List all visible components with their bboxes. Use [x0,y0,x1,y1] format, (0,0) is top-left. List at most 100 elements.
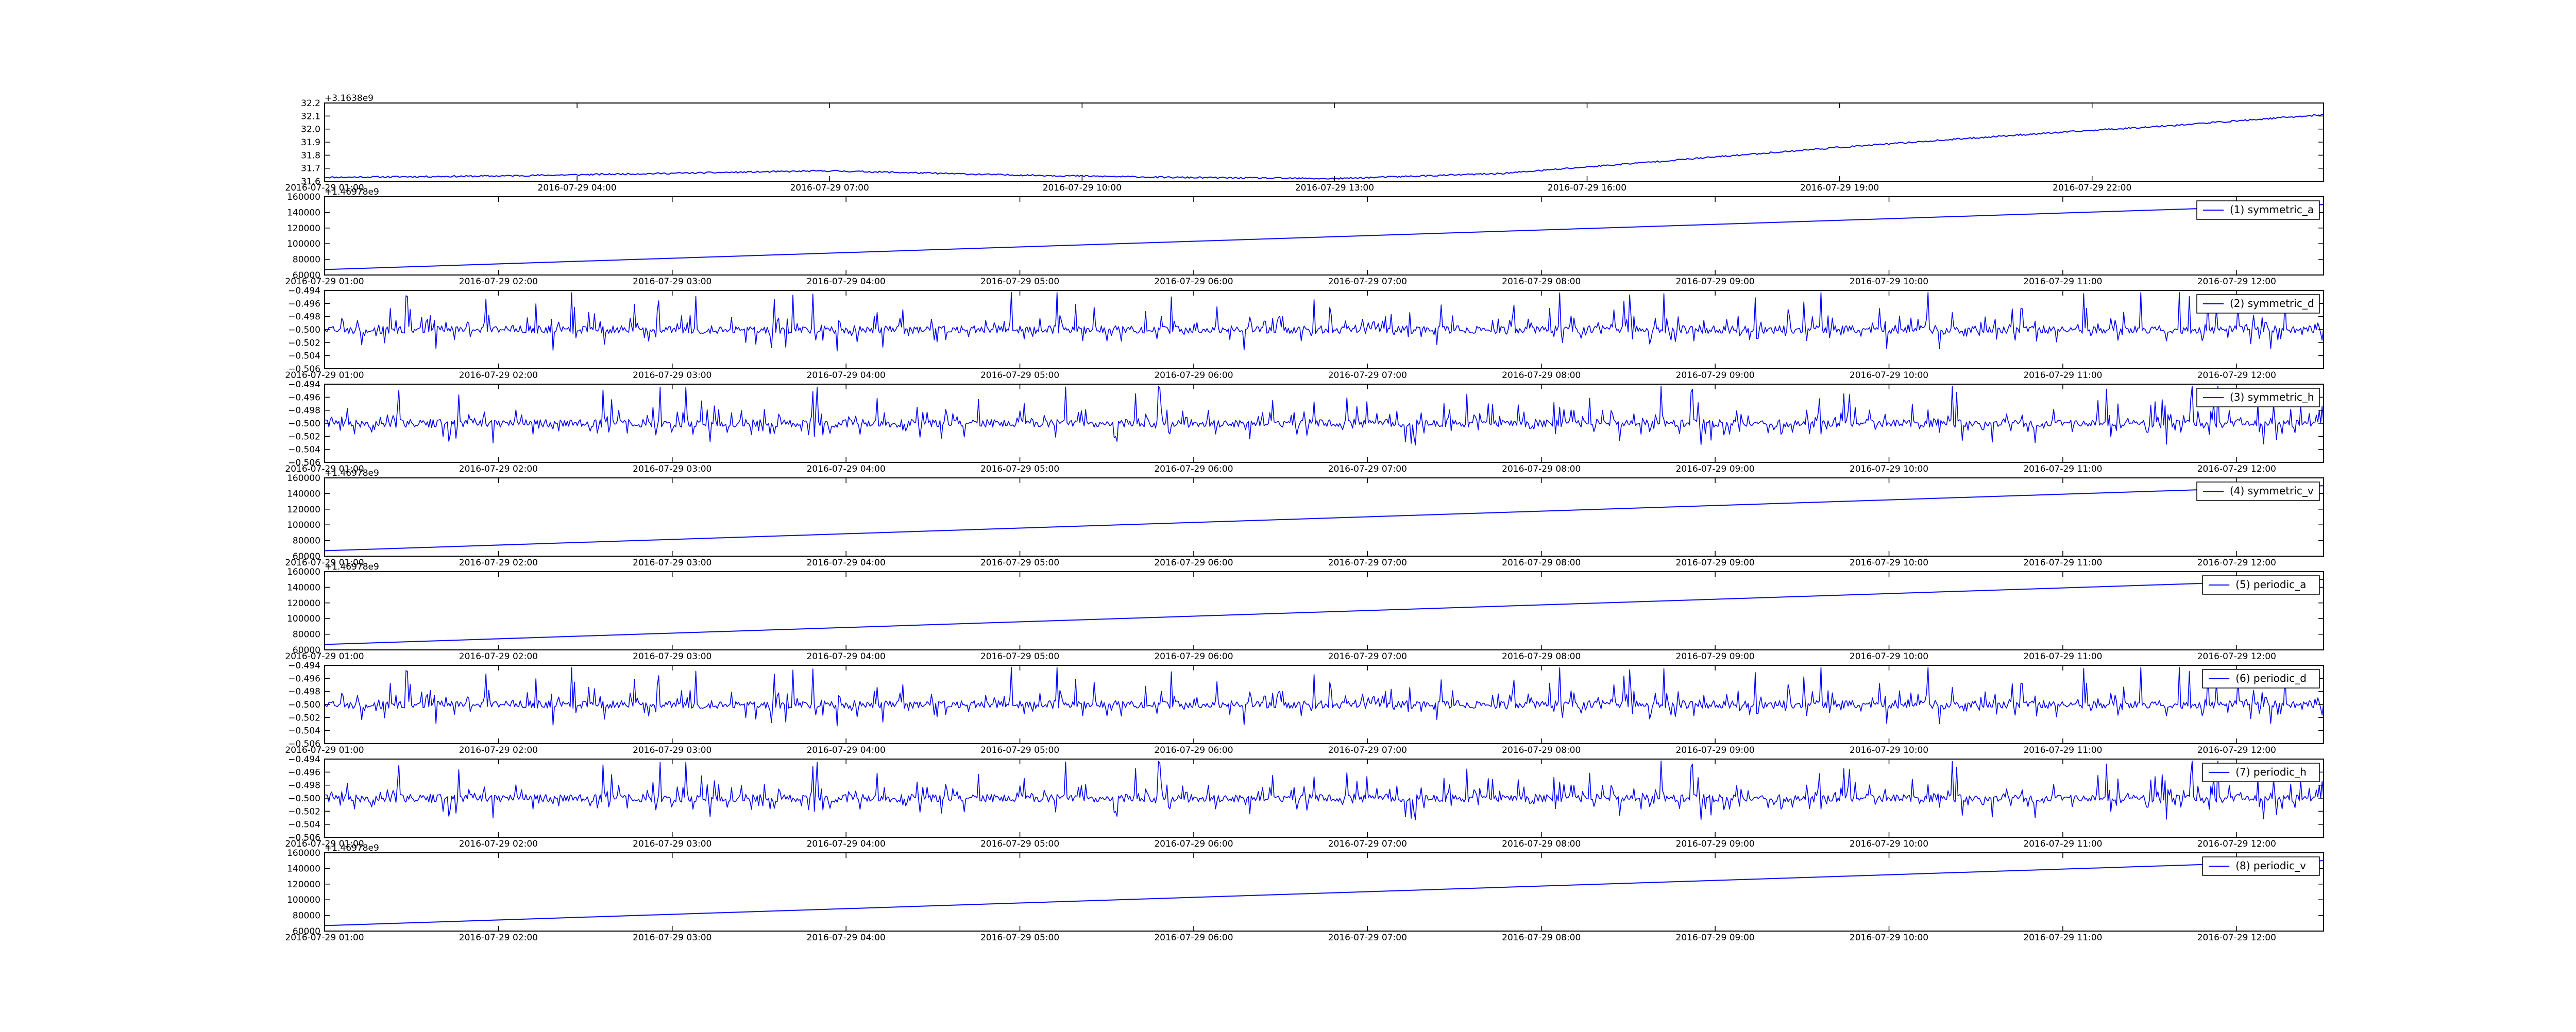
y-tick-label: −0.502 [288,338,320,348]
x-tick-label: 2016-07-29 07:00 [1328,558,1407,568]
x-tick-label: 2016-07-29 11:00 [2023,745,2102,755]
y-tick-label: −0.504 [288,820,320,830]
y-tick-label: 160000 [287,567,320,577]
legend-label: (2) symmetric_d [2230,297,2314,309]
offset-text: +1.46978e9 [325,468,379,478]
legend: (5) periodic_a [2202,575,2320,595]
y-tick-label: 140000 [287,208,320,218]
y-tick-label: 31.7 [301,164,320,174]
y-tick-label: 120000 [287,880,320,890]
series-line [324,579,2324,645]
legend: (6) periodic_d [2202,669,2320,689]
x-tick-label: 2016-07-29 08:00 [1502,651,1581,662]
x-tick-label: 2016-07-29 06:00 [1154,651,1233,662]
x-tick-label: 2016-07-29 02:00 [459,370,538,381]
x-tick-label: 2016-07-29 10:00 [1850,651,1928,662]
y-tick-label: −0.496 [288,674,320,684]
x-tick-label: 2016-07-29 03:00 [633,464,711,474]
axes-frame [324,384,2324,463]
series-line [324,204,2324,270]
legend: (1) symmetric_a [2196,200,2320,220]
x-tick-label: 2016-07-29 10:00 [1850,464,1928,474]
x-tick-label: 2016-07-29 10:00 [1850,745,1928,755]
x-tick-label: 2016-07-29 10:00 [1850,558,1928,568]
y-tick-label: −0.494 [288,286,320,296]
x-tick-label: 2016-07-29 05:00 [980,745,1059,755]
y-tick-label: −0.500 [288,700,320,710]
x-tick-label: 2016-07-29 06:00 [1154,933,1233,943]
x-tick-label: 2016-07-29 19:00 [1800,183,1879,193]
x-tick-label: 2016-07-29 08:00 [1502,745,1581,755]
x-tick-label: 2016-07-29 12:00 [2197,558,2276,568]
y-tick-label: −0.496 [288,299,320,309]
x-tick-label: 2016-07-29 12:00 [2197,651,2276,662]
y-tick-label: 32.2 [301,98,320,109]
x-tick-label: 2016-07-29 10:00 [1850,370,1928,381]
legend-label: (4) symmetric_v [2230,485,2314,497]
x-tick-label: 2016-07-29 01:00 [285,277,364,287]
y-tick-label: 160000 [287,473,320,484]
x-tick-label: 2016-07-29 05:00 [980,558,1059,568]
y-tick-label: 140000 [287,489,320,499]
x-tick-label: 2016-07-29 03:00 [633,745,711,755]
legend-label: (3) symmetric_h [2230,391,2314,403]
offset-text: +1.46978e9 [325,187,379,197]
y-tick-label: 60000 [293,645,320,656]
x-tick-label: 2016-07-29 03:00 [633,370,711,381]
axes-frame [324,571,2324,650]
x-tick-label: 2016-07-29 06:00 [1154,464,1233,474]
subplot-1: 31.6 31.7 31.8 31.9 32.0 32.1 32.2 2016-07-29 0… [285,93,2324,193]
x-tick-label: 2016-07-29 10:00 [1850,933,1928,943]
y-tick-label: −0.494 [288,380,320,390]
y-tick-label: −0.506 [288,739,320,749]
y-tick-label: 120000 [287,223,320,234]
x-tick-label: 2016-07-29 02:00 [459,839,538,849]
offset-text: +1.46978e9 [325,562,379,572]
y-tick-label: −0.494 [288,754,320,765]
x-tick-label: 2016-07-29 11:00 [2023,933,2102,943]
axes-frame [324,477,2324,557]
x-tick-label: 2016-07-29 12:00 [2197,277,2276,287]
y-tick-label: 160000 [287,848,320,858]
y-tick-label: 60000 [293,552,320,562]
y-tick-label: 100000 [287,895,320,905]
x-tick-label: 2016-07-29 06:00 [1154,558,1233,568]
x-tick-label: 2016-07-29 07:00 [1328,933,1407,943]
subplot-2: 60000 80000 100000 120000 140000 160000 2016-0… [285,187,2324,287]
x-tick-label: 2016-07-29 01:00 [285,183,364,193]
y-tick-label: −0.500 [288,794,320,804]
x-tick-label: 2016-07-29 02:00 [459,651,538,662]
y-tick-label: 160000 [287,192,320,202]
x-tick-label: 2016-07-29 01:00 [285,745,364,755]
x-tick-label: 2016-07-29 08:00 [1502,370,1581,381]
x-tick-label: 2016-07-29 12:00 [2197,464,2276,474]
legend-label: (1) symmetric_a [2230,203,2314,216]
x-tick-label: 2016-07-29 02:00 [459,745,538,755]
x-tick-label: 2016-07-29 06:00 [1154,745,1233,755]
y-tick-label: 140000 [287,582,320,593]
x-tick-label: 2016-07-29 09:00 [1676,464,1755,474]
y-tick-label: −0.506 [288,364,320,374]
x-tick-label: 2016-07-29 06:00 [1154,839,1233,849]
x-tick-label: 2016-07-29 09:00 [1676,370,1755,381]
series-line [324,667,2324,727]
x-tick-label: 2016-07-29 04:00 [807,370,886,381]
y-tick-label: 80000 [293,255,320,265]
y-tick-label: −0.506 [288,458,320,468]
series-line [324,860,2324,926]
x-tick-label: 2016-07-29 02:00 [459,464,538,474]
x-tick-label: 2016-07-29 05:00 [980,839,1059,849]
x-tick-label: 2016-07-29 12:00 [2197,839,2276,849]
x-tick-label: 2016-07-29 04:00 [807,277,886,287]
x-tick-label: 2016-07-29 07:00 [790,183,869,193]
x-tick-label: 2016-07-29 16:00 [1548,183,1626,193]
offset-text: +3.1638e9 [325,93,374,104]
x-tick-label: 2016-07-29 07:00 [1328,651,1407,662]
x-tick-label: 2016-07-29 09:00 [1676,839,1755,849]
x-tick-label: 2016-07-29 07:00 [1328,839,1407,849]
x-tick-label: 2016-07-29 07:00 [1328,370,1407,381]
y-tick-label: 31.6 [301,177,320,187]
y-tick-label: 120000 [287,598,320,609]
axes-frame [324,290,2324,369]
